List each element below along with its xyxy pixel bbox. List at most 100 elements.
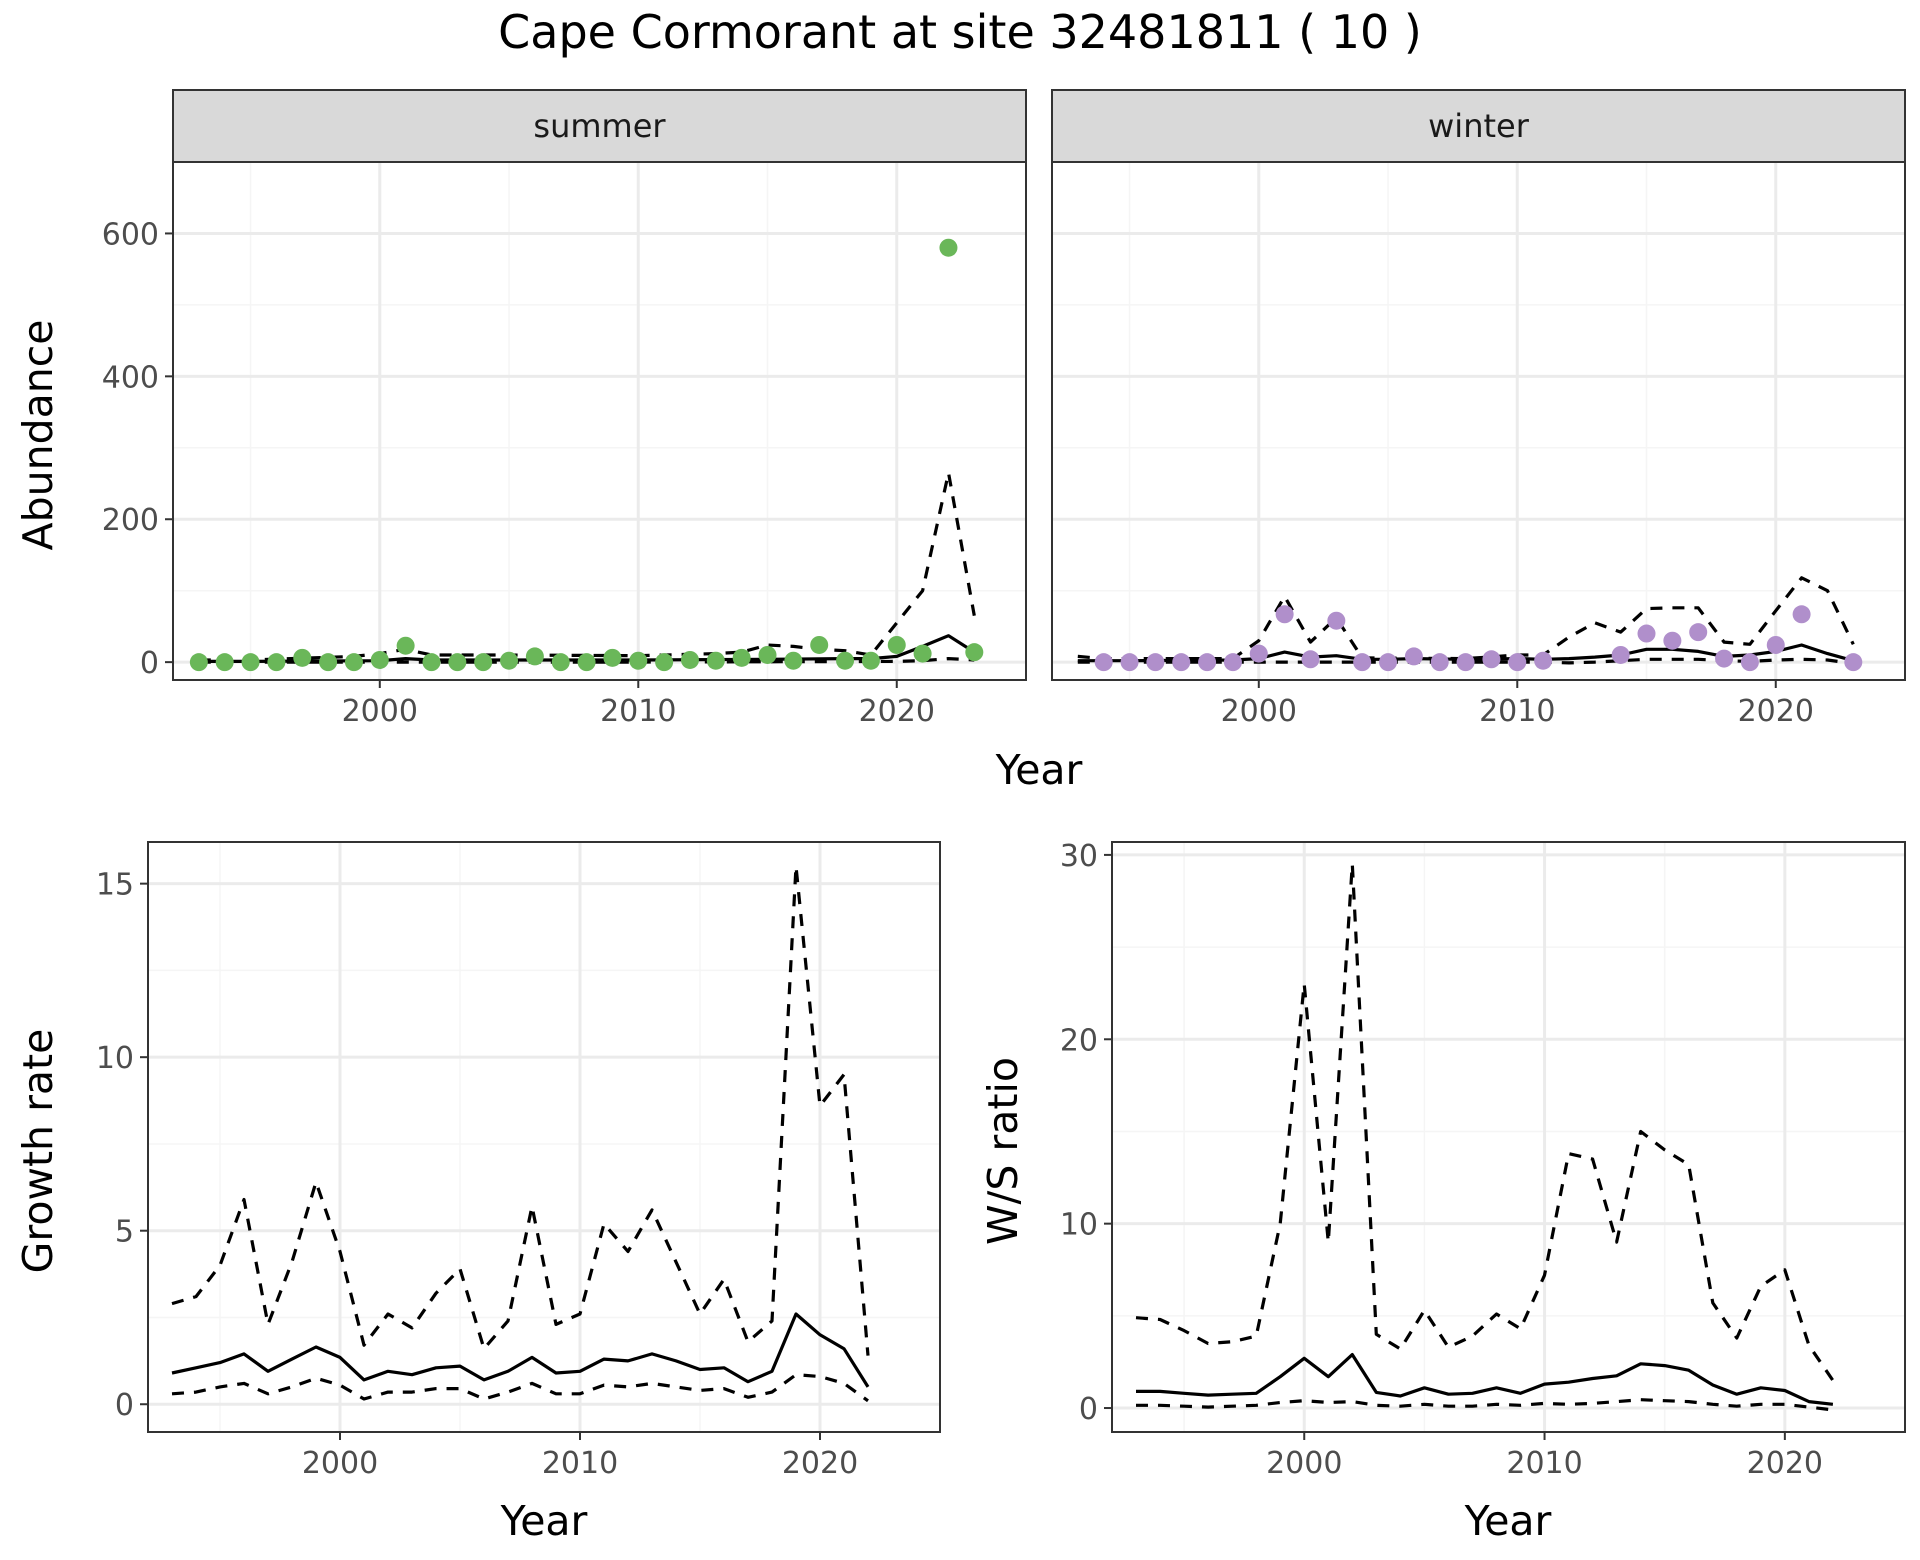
series-line-dashed-1 [1077,576,1855,661]
data-point [1534,651,1553,670]
data-point [680,650,699,669]
y-axis-title: Growth rate [14,1029,62,1274]
y-tick-label: 600 [102,217,159,252]
x-tick-label: 2020 [782,1446,858,1481]
data-point [1275,605,1294,624]
series-line-dashed-1 [1135,862,1835,1382]
x-tick-label: 2010 [542,1446,618,1481]
data-point [655,653,674,672]
data-point [1611,645,1630,664]
y-tick-label: 0 [140,646,159,681]
data-point [1327,611,1346,630]
data-point [370,650,389,669]
y-tick-label: 0 [1079,1392,1098,1427]
x-tick-label: 2010 [600,694,676,729]
data-point [241,653,260,672]
data-point [1740,653,1759,672]
panel-background [148,842,940,1432]
data-point [448,653,467,672]
data-layer [1077,576,1863,672]
data-point [1172,653,1191,672]
x-tick-label: 2000 [342,694,418,729]
data-point [629,651,648,670]
y-tick-label: 0 [115,1388,134,1423]
data-layer [189,238,984,672]
data-point [422,653,441,672]
y-axis-title: Abundance [14,320,62,551]
data-point [1715,649,1734,668]
data-point [344,653,363,672]
data-point [1301,650,1320,669]
panel-abundance-summer: summer 2000 2010 2020 0 200 400 600 Abundance [14,89,1027,729]
data-point [396,636,415,655]
y-tick-label: 5 [115,1215,134,1250]
x-tick-label: 2000 [1266,1446,1342,1481]
y-tick-label: 15 [96,868,134,903]
x-tick-label: 2020 [859,694,935,729]
data-point [500,651,519,670]
data-point [939,238,958,257]
panel-growth-rate: 2000 2010 2020 0 5 10 15 Growth rate Year [14,841,941,1545]
series-line-solid-0 [171,1312,870,1388]
y-tick-label: 30 [1060,839,1098,874]
data-point [1508,653,1527,672]
data-point [965,643,984,662]
panel-background [1052,162,1905,680]
data-point [1766,635,1785,654]
data-point [887,635,906,654]
data-point [913,644,932,663]
panel-abundance-winter: winter 2000 2010 2020 [1051,89,1906,729]
x-tick-label: 2000 [302,1446,378,1481]
data-point [810,635,829,654]
data-point [1198,653,1217,672]
data-point [1844,653,1863,672]
data-point [525,647,544,666]
x-tick-label: 2010 [1506,1446,1582,1481]
panel-background [173,162,1026,680]
data-point [1379,653,1398,672]
data-point [836,651,855,670]
data-point [1456,653,1475,672]
x-tick-label: 2020 [1747,1446,1823,1481]
data-point [1663,631,1682,650]
data-point [551,653,570,672]
data-point [1120,653,1139,672]
data-point [1689,623,1708,642]
series-line-dashed-2 [171,1373,869,1403]
data-point [215,653,234,672]
data-point [861,651,880,670]
grid [1112,842,1906,1432]
x-tick-label: 2020 [1738,694,1814,729]
data-layer [171,864,870,1403]
x-axis-title: Year [500,1497,588,1545]
facet-strip [1051,89,1906,163]
data-point [1482,650,1501,669]
facet-label: summer [533,107,666,145]
y-tick-label: 20 [1060,1023,1098,1058]
data-point [577,653,596,672]
panel-background [1112,842,1905,1432]
data-point [1223,653,1242,672]
series-line-dashed-2 [1136,1398,1834,1412]
y-tick-label: 400 [102,360,159,395]
data-point [319,653,338,672]
data-point [474,653,493,672]
data-point [603,648,622,667]
y-axis-title: W/S ratio [979,1057,1027,1245]
data-point [1792,605,1811,624]
x-axis-title-shared: Year [995,746,1083,794]
y-tick-label: 10 [96,1041,134,1076]
data-point [758,645,777,664]
facet-strip [172,89,1027,163]
data-point [189,653,208,672]
y-tick-label: 200 [102,503,159,538]
data-point [1353,653,1372,672]
data-point [1249,644,1268,663]
facet-label: winter [1428,107,1530,145]
data-layer [1135,862,1835,1412]
data-point [293,648,312,667]
data-point [732,648,751,667]
data-point [1430,653,1449,672]
